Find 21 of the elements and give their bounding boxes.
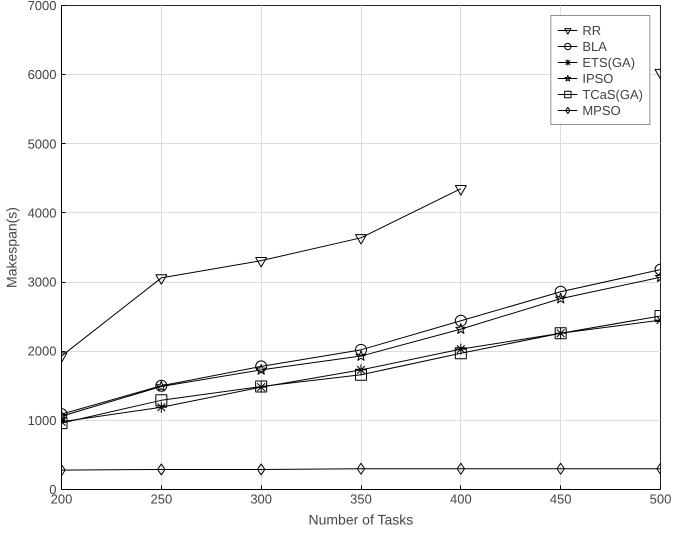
legend-label: BLA <box>582 38 607 54</box>
x-tick-label: 250 <box>150 492 172 506</box>
legend-label: ETS(GA) <box>582 54 636 70</box>
legend-label: IPSO <box>582 70 614 86</box>
y-tick-label: 6000 <box>28 67 56 82</box>
legend-label: RR <box>582 22 602 38</box>
x-tick-label: 500 <box>650 492 672 506</box>
y-tick-label: 4000 <box>28 205 56 220</box>
x-axis-title: Number of Tasks <box>308 512 414 528</box>
y-tick-label: 5000 <box>28 136 56 152</box>
y-tick-label: 7000 <box>28 0 56 13</box>
y-tick-label: 2000 <box>28 344 56 359</box>
y-tick-label: 3000 <box>28 274 56 290</box>
legend-label: TCaS(GA) <box>582 86 643 102</box>
x-tick-label: 400 <box>450 492 472 506</box>
x-tick-label: 300 <box>250 492 272 506</box>
legend-label: MPSO <box>582 102 621 118</box>
x-tick-label: 450 <box>550 492 572 506</box>
y-tick-label: 1000 <box>28 412 56 428</box>
x-tick-label: 350 <box>350 492 372 506</box>
y-axis-title: Makespan(s) <box>4 207 20 288</box>
